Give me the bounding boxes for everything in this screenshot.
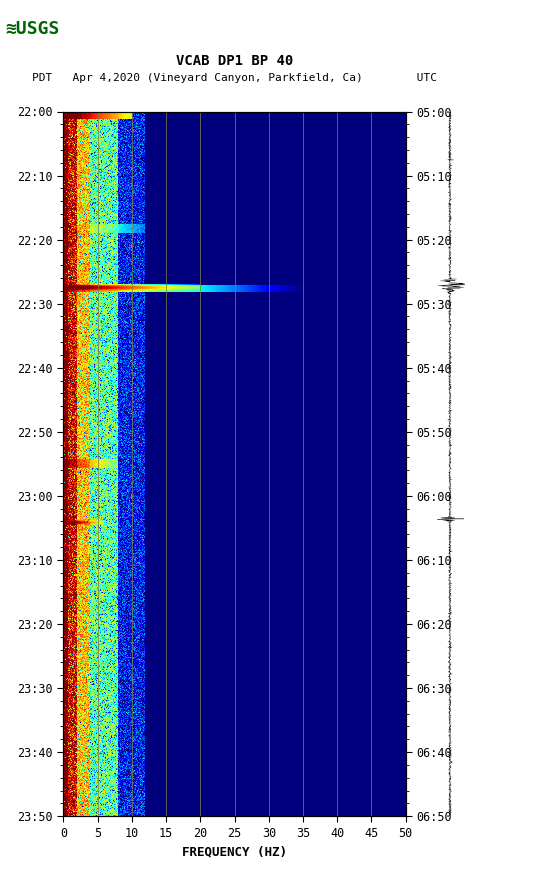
Text: VCAB DP1 BP 40: VCAB DP1 BP 40: [176, 54, 293, 68]
X-axis label: FREQUENCY (HZ): FREQUENCY (HZ): [182, 845, 287, 858]
Text: PDT   Apr 4,2020 (Vineyard Canyon, Parkfield, Ca)        UTC: PDT Apr 4,2020 (Vineyard Canyon, Parkfie…: [32, 73, 437, 84]
Text: ≋USGS: ≋USGS: [6, 20, 60, 37]
